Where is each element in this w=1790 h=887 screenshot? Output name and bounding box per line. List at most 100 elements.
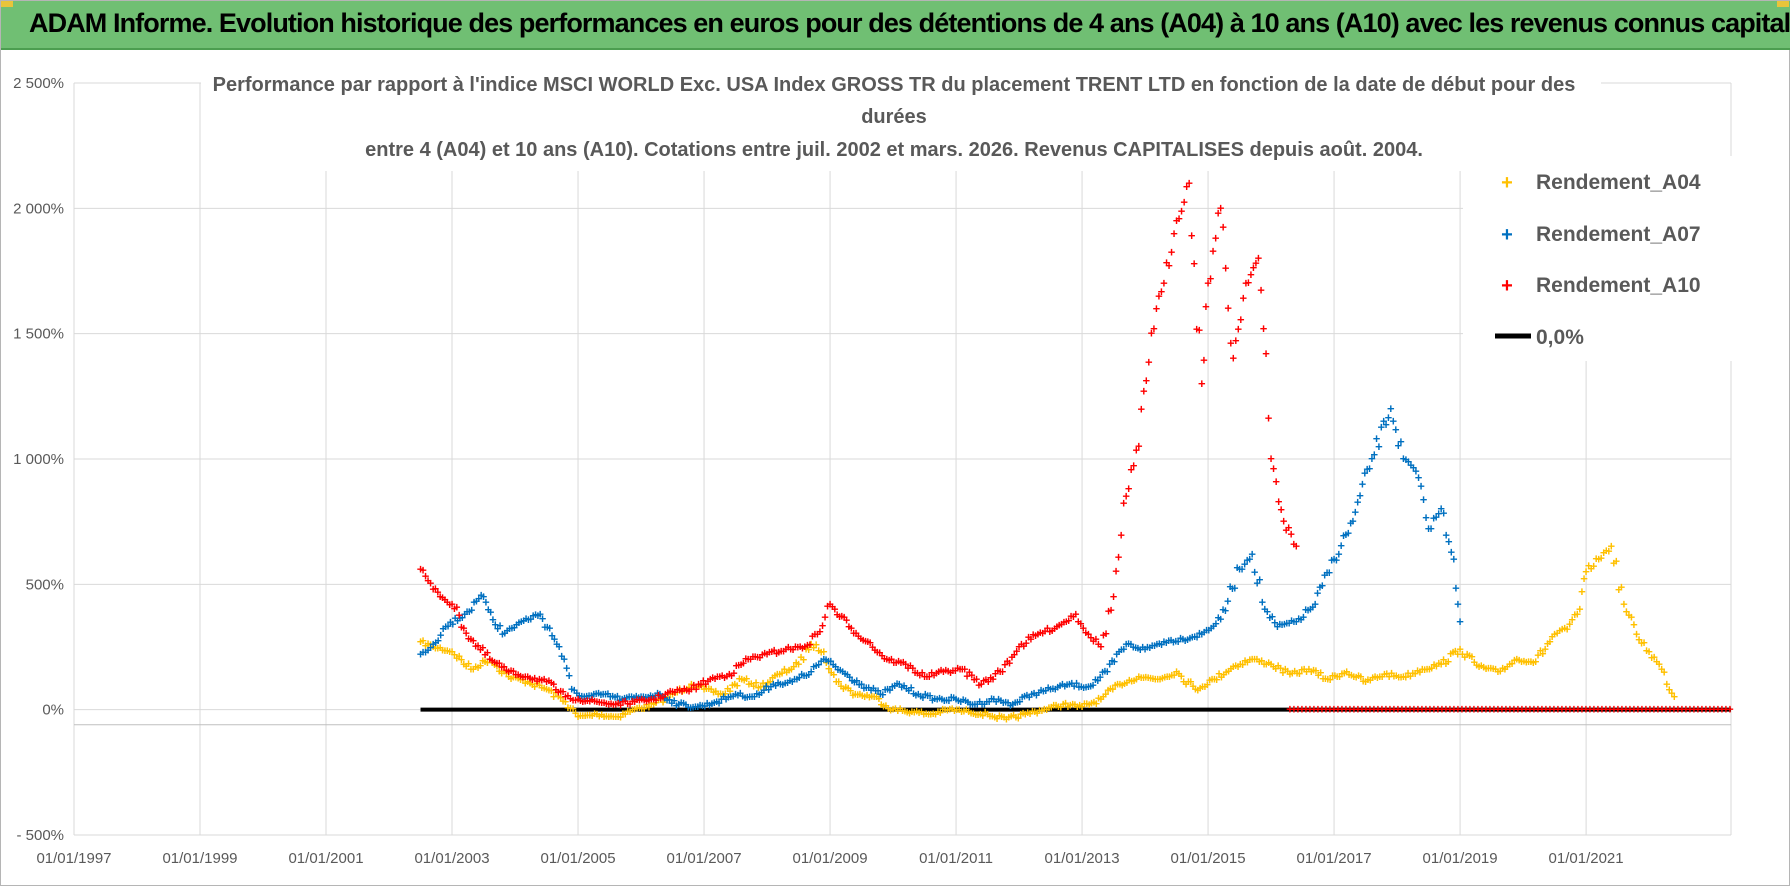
data-point: +	[742, 651, 750, 666]
data-point: +	[643, 693, 651, 708]
data-point: +	[1083, 696, 1091, 711]
data-point: +	[1106, 657, 1114, 672]
data-point: +	[803, 668, 811, 683]
data-point: +	[451, 601, 459, 616]
data-point: +	[829, 657, 837, 672]
data-point: +	[805, 642, 813, 657]
y-tick-label: 0%	[42, 702, 64, 719]
data-point: +	[1380, 414, 1388, 429]
data-point: +	[1092, 632, 1100, 647]
data-point: +	[1120, 641, 1128, 656]
data-point: +	[595, 685, 603, 700]
data-point: +	[822, 652, 830, 667]
data-point: +	[1326, 672, 1334, 687]
data-point: +	[1102, 687, 1110, 702]
data-point: +	[1527, 654, 1535, 669]
data-point: +	[1218, 669, 1226, 684]
data-point: +	[1366, 461, 1374, 476]
data-point: +	[772, 678, 780, 693]
data-point: +	[1456, 642, 1464, 657]
data-point: +	[924, 688, 932, 703]
data-point: +	[1258, 595, 1266, 610]
data-point: +	[1442, 656, 1450, 671]
data-point: +	[949, 663, 957, 678]
data-point: +	[624, 696, 632, 711]
data-point: +	[1047, 682, 1055, 697]
data-point: +	[591, 693, 599, 708]
a10-zero-point: +	[1374, 702, 1382, 717]
data-point: +	[444, 619, 452, 634]
data-point: +	[1026, 706, 1034, 721]
data-point: +	[872, 683, 880, 698]
data-point: +	[427, 637, 435, 652]
a10-zero-point: +	[1398, 702, 1406, 717]
data-point: +	[877, 697, 885, 712]
data-point: +	[700, 682, 708, 697]
a10-zero-point: +	[1538, 702, 1546, 717]
data-point: +	[1217, 200, 1225, 215]
data-point: +	[565, 668, 573, 683]
data-point: +	[1222, 261, 1230, 276]
data-point: +	[1168, 668, 1176, 683]
data-point: +	[762, 678, 770, 693]
data-point: +	[834, 662, 842, 677]
data-point: +	[1007, 709, 1015, 724]
data-point: +	[1270, 659, 1278, 674]
data-point: +	[1430, 657, 1438, 672]
data-point: +	[1414, 663, 1422, 678]
data-point: +	[718, 691, 726, 706]
data-point: +	[1180, 674, 1188, 689]
data-point: +	[1475, 659, 1483, 674]
a10-zero-point: +	[1494, 702, 1502, 717]
data-point: +	[709, 670, 717, 685]
a10-zero-point: +	[1630, 702, 1638, 717]
data-point: +	[1592, 551, 1600, 566]
data-point: +	[1605, 544, 1613, 559]
data-point: +	[707, 681, 715, 696]
data-point: +	[1150, 321, 1158, 336]
data-point: +	[1194, 682, 1202, 697]
data-point: +	[885, 701, 893, 716]
data-point: +	[1205, 623, 1213, 638]
data-point: +	[1534, 647, 1542, 662]
data-point: +	[1395, 670, 1403, 685]
data-point: +	[486, 652, 494, 667]
data-point: +	[850, 626, 858, 641]
data-point: +	[1073, 676, 1081, 691]
data-point: +	[890, 655, 898, 670]
data-point: +	[1277, 502, 1285, 517]
data-point: +	[930, 668, 938, 683]
data-point: +	[1333, 669, 1341, 684]
data-point: +	[696, 697, 704, 712]
a10-zero-point: +	[1682, 702, 1690, 717]
data-point: +	[493, 659, 501, 674]
data-point: +	[1466, 648, 1474, 663]
data-point: +	[845, 619, 853, 634]
data-point: +	[1060, 614, 1068, 629]
data-point: +	[607, 689, 615, 704]
data-point: +	[1033, 706, 1041, 721]
data-point: +	[670, 693, 678, 708]
data-point: +	[1229, 659, 1237, 674]
data-point: +	[725, 667, 733, 682]
data-point: +	[849, 687, 857, 702]
data-point: +	[977, 706, 985, 721]
data-point: +	[1525, 654, 1533, 669]
data-point: +	[1181, 633, 1189, 648]
series-a10-zero-run: ++++++++++++++++++++++++++++++++++++++++…	[1286, 702, 1734, 717]
data-point: +	[874, 644, 882, 659]
data-point: +	[761, 646, 769, 661]
data-point: +	[740, 672, 748, 687]
data-point: +	[447, 615, 455, 630]
data-point: +	[434, 633, 442, 648]
data-point: +	[1655, 657, 1663, 672]
data-point: +	[1363, 461, 1371, 476]
data-point: +	[996, 664, 1004, 679]
data-point: +	[1034, 626, 1042, 641]
data-point: +	[1100, 689, 1108, 704]
data-point: +	[659, 690, 667, 705]
data-point: +	[751, 689, 759, 704]
data-point: +	[1445, 534, 1453, 549]
x-tick-label: 01/01/2015	[1171, 850, 1246, 867]
data-point: +	[915, 705, 923, 720]
